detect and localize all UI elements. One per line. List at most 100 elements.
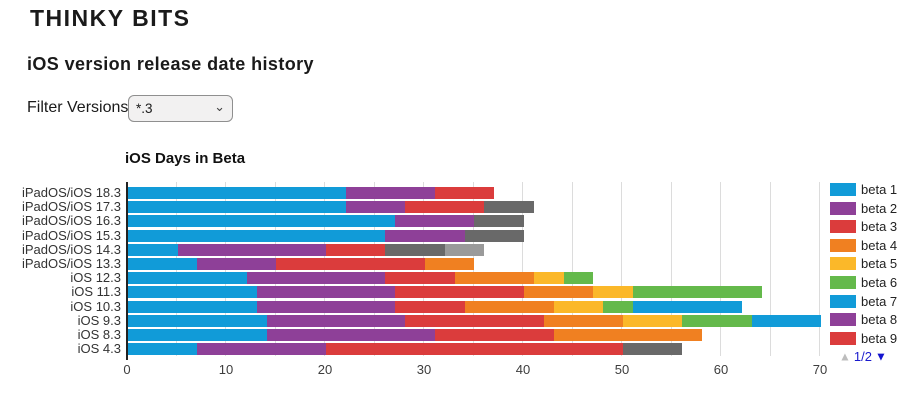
y-axis-label: iOS 9.3 [77, 312, 121, 328]
page-title: iOS version release date history [27, 54, 314, 74]
legend-item-label: beta 5 [861, 256, 898, 272]
legend-item-label: beta 9 [861, 330, 898, 346]
legend-page-up-icon[interactable]: ▲ [839, 349, 851, 364]
legend-page-down-icon[interactable]: ▼ [874, 349, 887, 364]
x-axis-tick-label: 40 [515, 362, 531, 377]
bar-segment[interactable] [484, 201, 534, 214]
bar-segment[interactable] [751, 314, 821, 327]
bar-segment[interactable] [395, 286, 524, 299]
bar-segment[interactable] [197, 343, 326, 356]
x-axis-tick-label: 60 [713, 362, 729, 377]
legend-page-indicator: 1/2 [853, 349, 872, 365]
legend-swatch [830, 331, 856, 345]
bar-segment[interactable] [385, 272, 455, 285]
bar-segment[interactable] [464, 300, 554, 313]
bar-segment[interactable] [395, 215, 475, 228]
legend-item-label: beta 8 [861, 312, 898, 328]
bar-segment[interactable] [405, 201, 485, 214]
bar-segment[interactable] [246, 272, 386, 285]
y-axis-label: iOS 4.3 [77, 341, 121, 357]
bar-row [128, 243, 485, 256]
bar-segment[interactable] [177, 243, 326, 256]
bar-segment[interactable] [128, 300, 257, 313]
bar-segment[interactable] [256, 286, 396, 299]
filter-versions-label: Filter Versions: [27, 99, 133, 116]
bar-segment[interactable] [622, 314, 683, 327]
bar-segment[interactable] [444, 243, 485, 256]
filter-versions-select-wrap: *.3 ⌄ [128, 95, 233, 122]
bar-segment[interactable] [128, 215, 396, 228]
legend-pager: ▲ 1/2 ▼ [839, 348, 887, 364]
bar-segment[interactable] [128, 258, 198, 270]
bar-segment[interactable] [434, 187, 495, 199]
bar-segment[interactable] [128, 201, 346, 214]
bar-segment[interactable] [424, 258, 475, 270]
y-axis-label: iPadOS/iOS 18.3 [22, 185, 121, 200]
bar-segment[interactable] [128, 229, 386, 242]
bar-row [128, 300, 742, 313]
y-axis-label: iOS 10.3 [70, 298, 121, 314]
bar-segment[interactable] [523, 286, 594, 299]
y-axis-label: iOS 11.3 [71, 284, 121, 300]
x-axis-tick-label: 10 [218, 362, 234, 377]
legend-item-label: beta 1 [861, 182, 898, 197]
legend-item-label: beta 6 [861, 275, 898, 290]
bar-segment[interactable] [325, 343, 623, 356]
bar-segment[interactable] [405, 314, 544, 327]
site-title: THINKY BITS [30, 5, 191, 31]
x-axis-tick-label: 0 [123, 362, 131, 377]
bar-segment[interactable] [632, 300, 742, 313]
gridline [621, 182, 622, 356]
bar-segment[interactable] [632, 286, 762, 299]
bar-segment[interactable] [682, 314, 752, 327]
bar-segment[interactable] [276, 258, 425, 270]
bar-segment[interactable] [603, 300, 633, 313]
bar-segment[interactable] [533, 272, 564, 285]
bar-segment[interactable] [266, 329, 435, 341]
legend-swatch [830, 238, 856, 252]
bar-segment[interactable] [266, 314, 406, 327]
y-axis-label: iPadOS/iOS 14.3 [22, 241, 121, 257]
gridline [769, 182, 771, 356]
legend-item-label: beta 7 [861, 293, 898, 309]
y-axis-label: iPadOS/iOS 13.3 [22, 256, 121, 271]
y-axis-label: iOS 8.3 [77, 327, 121, 342]
bar-segment[interactable] [553, 329, 703, 341]
bar-segment[interactable] [326, 243, 386, 256]
bar-segment[interactable] [454, 272, 534, 285]
bar-segment[interactable] [128, 314, 267, 327]
bar-segment[interactable] [197, 258, 277, 270]
bar-segment[interactable] [395, 300, 465, 313]
bar-segment[interactable] [128, 329, 267, 341]
bar-row [128, 343, 683, 356]
bar-segment[interactable] [128, 187, 346, 199]
bar-segment[interactable] [128, 286, 257, 299]
bar-segment[interactable] [345, 187, 435, 199]
gridline [720, 182, 721, 356]
bar-segment[interactable] [256, 300, 396, 313]
bar-segment[interactable] [385, 229, 465, 242]
bar-segment[interactable] [563, 272, 594, 285]
bar-row [128, 258, 475, 270]
bar-segment[interactable] [128, 272, 247, 285]
bar-segment[interactable] [543, 314, 623, 327]
bar-segment[interactable] [622, 343, 683, 356]
bar-segment[interactable] [464, 229, 524, 242]
legend-swatch [830, 183, 856, 196]
bar-row [128, 229, 524, 242]
bar-row [128, 314, 821, 327]
bar-row [128, 286, 762, 299]
filter-versions-select[interactable]: *.3 [128, 95, 233, 122]
bar-segment[interactable] [345, 201, 406, 214]
bar-segment[interactable] [553, 300, 604, 313]
bar-row [128, 329, 703, 341]
chart-title: iOS Days in Beta [125, 150, 246, 167]
bar-segment[interactable] [434, 329, 554, 341]
bar-segment[interactable] [474, 215, 524, 228]
bar-segment[interactable] [128, 343, 198, 356]
legend-swatch [830, 201, 856, 215]
bar-segment[interactable] [128, 243, 178, 256]
bar-segment[interactable] [385, 243, 445, 256]
legend-swatch [830, 294, 856, 308]
bar-segment[interactable] [593, 286, 633, 299]
